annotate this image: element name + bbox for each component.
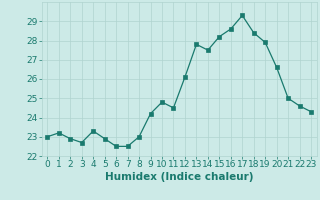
- X-axis label: Humidex (Indice chaleur): Humidex (Indice chaleur): [105, 172, 253, 182]
